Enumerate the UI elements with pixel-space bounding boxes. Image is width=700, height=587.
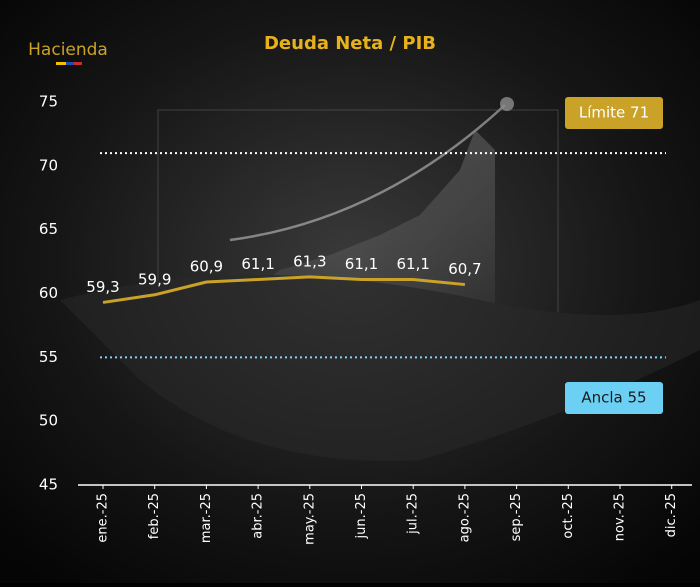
- x-tick-label: feb.-25: [147, 493, 162, 539]
- y-tick-label: 45: [39, 476, 58, 494]
- data-label: 60,9: [190, 258, 223, 276]
- x-tick-label: ene.-25: [96, 493, 111, 543]
- y-tick-label: 55: [39, 348, 58, 366]
- data-label: 59,3: [86, 278, 119, 296]
- x-tick-label: jul.-25: [406, 493, 421, 535]
- data-label: 61,3: [293, 252, 326, 270]
- x-tick-label: may.-25: [302, 493, 317, 545]
- x-tick-label: sep.-25: [509, 493, 524, 541]
- y-tick-label: 50: [39, 412, 58, 430]
- y-tick-label: 65: [39, 220, 58, 238]
- x-tick-label: ago.-25: [457, 493, 472, 542]
- y-tick-label: 60: [39, 284, 58, 302]
- logo: Hacienda: [28, 40, 108, 60]
- data-label: 60,7: [448, 260, 481, 278]
- reference-box: [565, 382, 663, 414]
- reference-box: [565, 97, 663, 129]
- data-label: 61,1: [396, 255, 429, 273]
- data-label: 61,1: [345, 255, 378, 273]
- x-tick-label: abr.-25: [251, 493, 266, 539]
- series-line: [102, 275, 466, 304]
- x-tick-label: nov.-25: [613, 493, 628, 541]
- x-tick-label: mar.-25: [199, 493, 214, 543]
- y-tick-label: 75: [39, 93, 58, 111]
- reference-label: Límite 71: [579, 104, 649, 122]
- data-label: 59,9: [138, 270, 171, 288]
- logo-flag: [66, 62, 74, 65]
- x-tick-label: oct.-25: [561, 493, 576, 539]
- data-label: 61,1: [241, 255, 274, 273]
- decoration: [60, 97, 700, 461]
- x-tick-label: dic.-25: [664, 493, 679, 537]
- reference-label: Ancla 55: [581, 389, 646, 407]
- chart-title: Deuda Neta / PIB: [264, 33, 436, 54]
- logo-flag: [74, 62, 82, 65]
- y-tick-label: 70: [39, 156, 58, 174]
- logo-flag: [56, 62, 66, 65]
- x-tick-label: jun.-25: [354, 493, 369, 539]
